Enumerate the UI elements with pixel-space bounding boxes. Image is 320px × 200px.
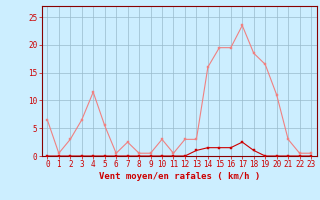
X-axis label: Vent moyen/en rafales ( km/h ): Vent moyen/en rafales ( km/h ) — [99, 172, 260, 181]
